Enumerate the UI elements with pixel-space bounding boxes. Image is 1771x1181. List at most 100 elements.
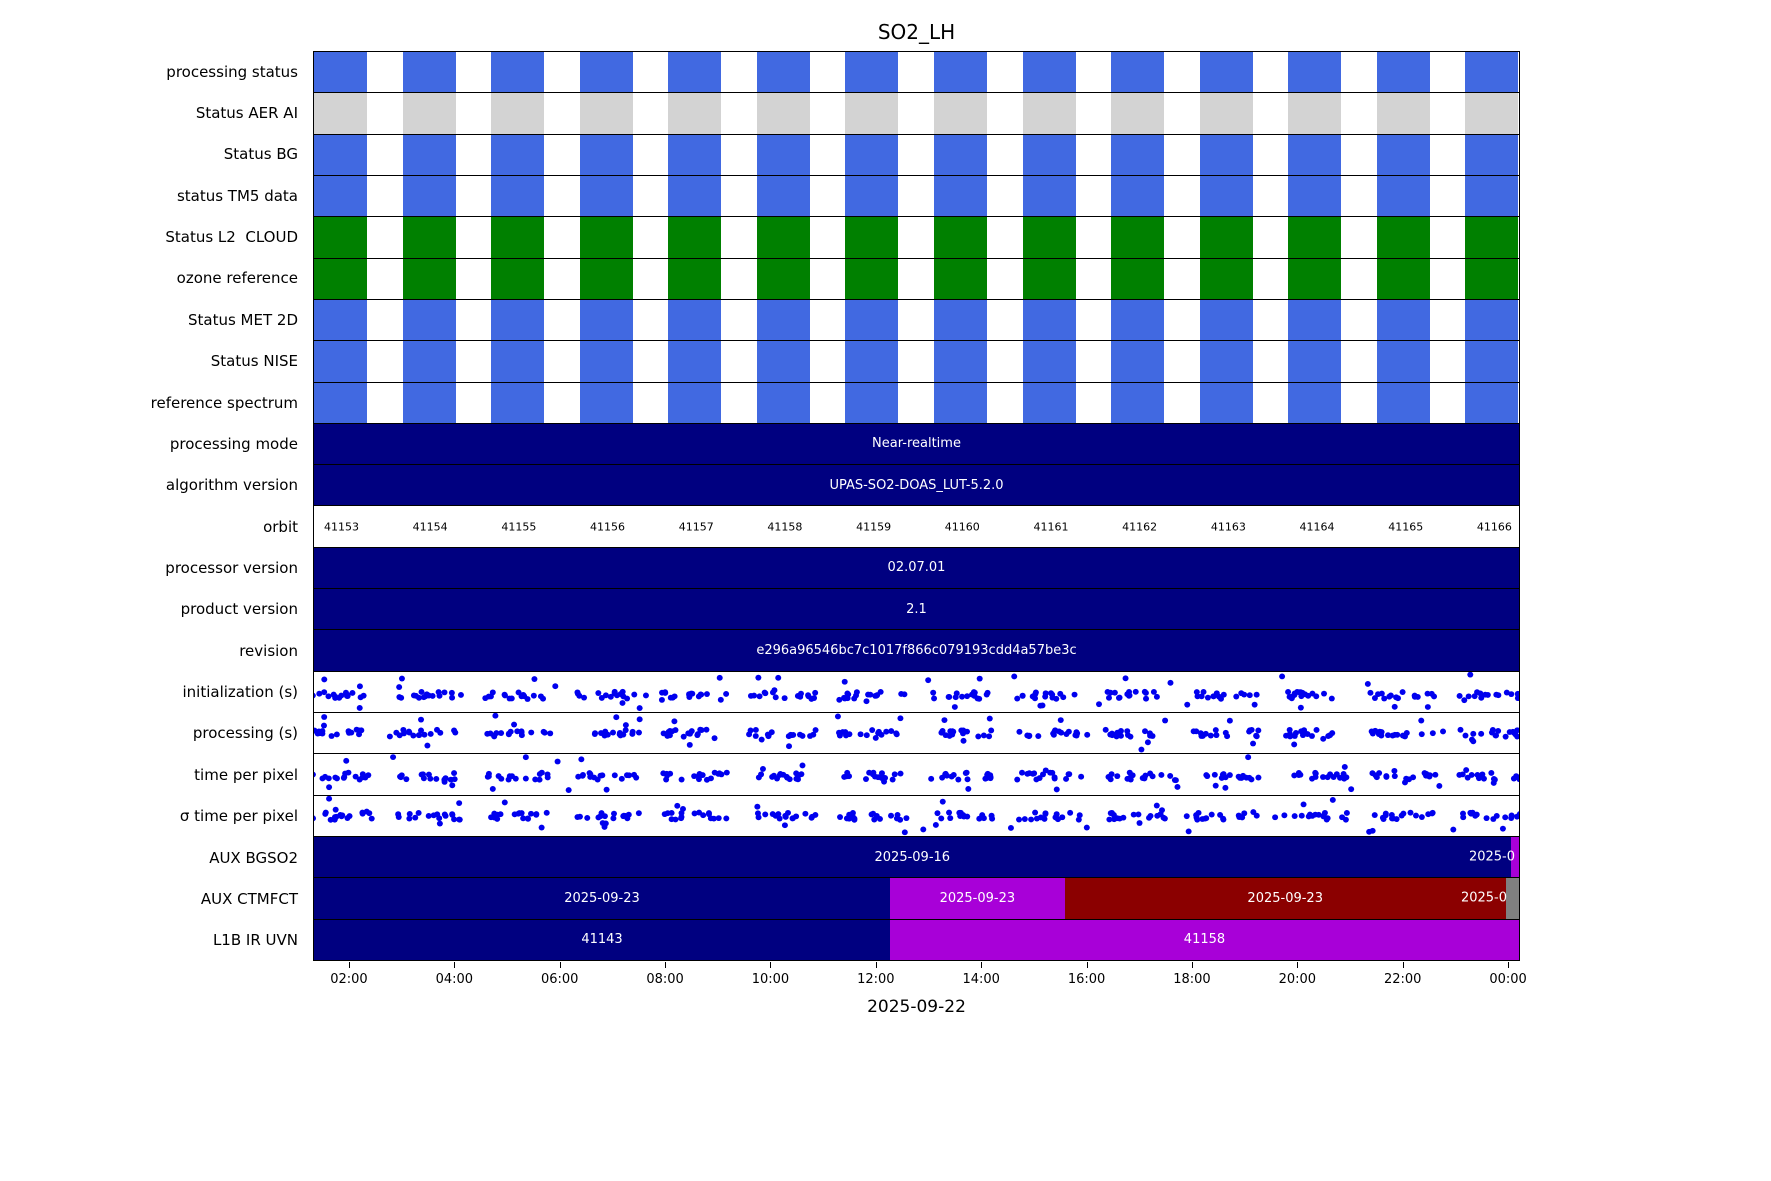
- plot-area: Near-realtime UPAS-SO2-DOAS_LUT-5.2.0 4115…: [313, 51, 1520, 961]
- row-label-processing-mode: processing mode: [169, 434, 298, 453]
- x-tick-label: 06:00: [540, 972, 579, 987]
- status-block: [579, 52, 633, 93]
- status-block: [402, 52, 456, 93]
- row-ozone-reference: [314, 257, 1519, 299]
- status-block: [1288, 134, 1342, 175]
- x-tick: [875, 962, 877, 968]
- x-tick: [1508, 962, 1510, 968]
- bar-segment: 2025-09-23: [314, 878, 890, 919]
- x-tick-label: 10:00: [751, 972, 790, 987]
- status-block: [1465, 134, 1519, 175]
- status-block: [1022, 258, 1076, 299]
- status-block: [1465, 341, 1519, 382]
- status-block: [579, 299, 633, 341]
- row-label-processor-version: processor version: [165, 558, 298, 577]
- bar-segment-label: 2025-09-23: [564, 890, 640, 906]
- status-block: [579, 258, 633, 299]
- x-axis: 2025-09-22 02:00 04:00 06:00 08:00 10:00 12:0…: [313, 961, 1527, 1031]
- orbit-number: 41157: [678, 520, 714, 534]
- x-tick-label: 08:00: [646, 972, 684, 987]
- status-block: [933, 93, 987, 134]
- status-block: [1111, 382, 1165, 423]
- status-block: [314, 382, 368, 423]
- x-tick-label: 02:00: [330, 972, 368, 987]
- status-block: [1465, 299, 1519, 341]
- status-block: [1199, 341, 1253, 382]
- status-block: [314, 93, 368, 134]
- status-block: [1199, 258, 1253, 299]
- status-block: [1111, 299, 1165, 341]
- status-block: [1111, 258, 1165, 299]
- status-block: [668, 134, 722, 175]
- x-tick: [1086, 962, 1088, 968]
- row-status-nise: [314, 340, 1519, 382]
- row-processing-status: [314, 52, 1519, 93]
- status-block: [491, 299, 545, 341]
- row-label-status-l2-cloud: Status L2 CLOUD: [165, 228, 298, 247]
- row-processing-mode: Near-realtime: [314, 422, 1519, 465]
- bar-segment-label: 2025-09-23: [939, 890, 1016, 906]
- x-tick-label: 04:00: [435, 972, 474, 987]
- bar-segment-label: 2025-09-16: [874, 849, 951, 865]
- status-block: [845, 134, 899, 175]
- status-block: [668, 217, 722, 258]
- x-tick-label: 00:00: [1489, 972, 1527, 987]
- status-block: [668, 258, 722, 299]
- status-block: [845, 93, 899, 134]
- status-block: [933, 134, 987, 175]
- status-block: [756, 175, 810, 217]
- status-block: [491, 382, 545, 423]
- row-status-aer-ai: [314, 92, 1519, 134]
- bar-segment-label: Near-realtime: [872, 436, 961, 452]
- status-block: [314, 175, 368, 217]
- orbit-number: 41155: [501, 520, 537, 534]
- status-block: [1376, 299, 1430, 341]
- status-block: [491, 341, 545, 382]
- x-axis-date-label: 2025-09-22: [867, 997, 966, 1017]
- edge-label: 2025-0: [1468, 849, 1515, 865]
- status-block: [668, 299, 722, 341]
- status-block: [579, 382, 633, 423]
- status-block: [314, 299, 368, 341]
- status-block: [1111, 217, 1165, 258]
- status-block: [491, 134, 545, 175]
- row-status-bg: [314, 133, 1519, 175]
- row-aux-bgso2: 2025-09-16 2025-0: [314, 835, 1519, 878]
- status-block: [402, 134, 456, 175]
- bar-segment: 02.07.01: [314, 547, 1519, 589]
- x-tick: [1402, 962, 1404, 968]
- status-block: [402, 258, 456, 299]
- row-label-algorithm-version: algorithm version: [165, 476, 298, 495]
- status-block: [1376, 258, 1430, 299]
- orbit-number: 41156: [590, 520, 626, 534]
- status-block: [933, 258, 987, 299]
- x-tick-label: 16:00: [1067, 972, 1106, 987]
- status-block: [1199, 382, 1253, 423]
- status-block: [1465, 52, 1519, 93]
- status-block: [1465, 175, 1519, 217]
- row-label-aux-ctmfct: AUX CTMFCT: [200, 889, 298, 908]
- row-revision: e296a96546bc7c1017f866c079193cdd4a57be3c: [314, 629, 1519, 671]
- row-processor-version: 02.07.01: [314, 546, 1519, 589]
- row-status-met-2d: [314, 298, 1519, 341]
- status-block: [1465, 382, 1519, 423]
- orbit-number: 41162: [1122, 520, 1158, 534]
- status-block: [933, 341, 987, 382]
- status-block: [1288, 341, 1342, 382]
- x-tick-label: 12:00: [857, 972, 895, 987]
- row-status-tm5-data: [314, 174, 1519, 217]
- status-block: [1376, 175, 1430, 217]
- status-block: [1022, 217, 1076, 258]
- orbit-number: 41160: [944, 520, 980, 534]
- status-block: [1022, 134, 1076, 175]
- status-block: [1111, 341, 1165, 382]
- scatter-points: [314, 795, 1519, 835]
- bar-segment-label: e296a96546bc7c1017f866c079193cdd4a57be3c: [756, 643, 1077, 659]
- status-block: [1199, 52, 1253, 93]
- row-product-version: 2.1: [314, 588, 1519, 630]
- status-block: [579, 134, 633, 175]
- status-block: [579, 93, 633, 134]
- status-block: [756, 52, 810, 93]
- status-block: [1111, 175, 1165, 217]
- row-label-l1b-ir-uvn: L1B IR UVN: [212, 931, 298, 950]
